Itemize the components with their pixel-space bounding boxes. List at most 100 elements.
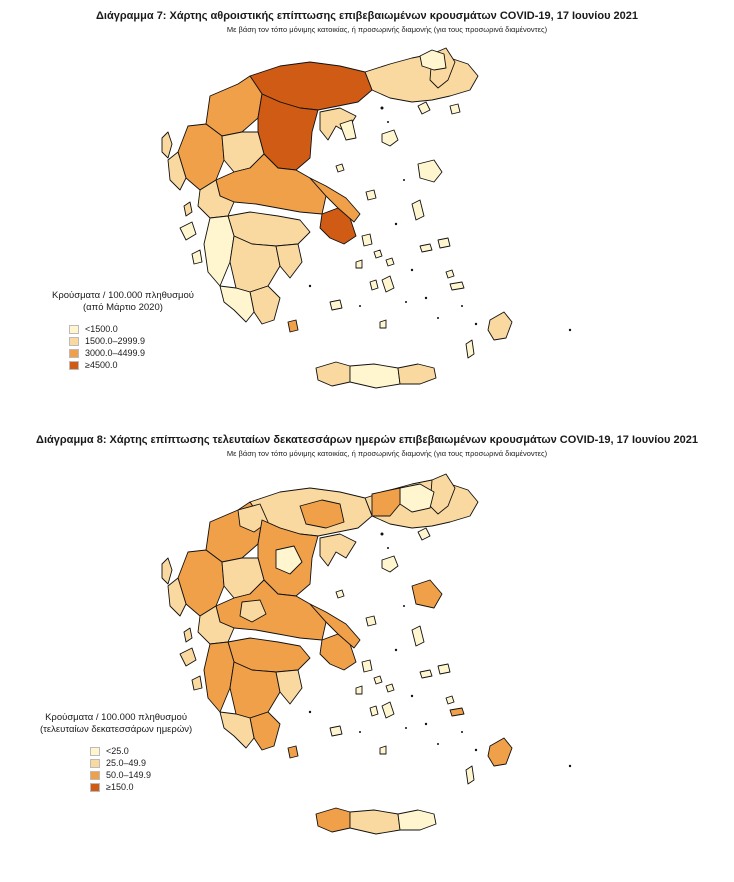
- island-syros: [355, 685, 363, 695]
- island-lesvos: [417, 159, 443, 183]
- legend-swatch: [69, 336, 79, 346]
- island-paros: [369, 705, 379, 717]
- figure-subtitle: Με βάση τον τόπο μόνιμης κατοικίας, ή πρ…: [226, 25, 548, 34]
- legend-title-line2: (από Μάρτιο 2020): [83, 302, 163, 313]
- legend-label: ≥4500.0: [85, 360, 118, 370]
- island-mykonos: [385, 257, 395, 267]
- island-karpathos: [465, 765, 475, 785]
- region-epirus-coast: [167, 577, 187, 617]
- island-samothraki: [449, 103, 461, 115]
- region-laconia: [249, 711, 281, 751]
- island-rhodes: [487, 737, 513, 767]
- legend-item: <1500.0: [69, 323, 194, 335]
- legend: Κρούσματα / 100.000 πληθυσμού (τελευταίω…: [40, 712, 192, 793]
- island-mykonos: [385, 683, 395, 693]
- island-crete-east: [397, 809, 437, 831]
- legend-item: ≥4500.0: [69, 359, 194, 371]
- island-kos: [449, 707, 465, 717]
- legend-swatch: [69, 324, 79, 334]
- legend-label: 1500.0–2999.9: [85, 336, 146, 346]
- legend-swatch: [90, 770, 100, 780]
- island-limnos: [381, 129, 399, 147]
- island-naxos: [381, 275, 395, 293]
- island-kefalonia: [179, 647, 197, 667]
- region-messinia: [219, 285, 255, 323]
- island-tinos: [373, 249, 383, 259]
- island-milos: [329, 299, 343, 311]
- region-aetolia: [197, 179, 235, 219]
- island-rhodes: [487, 311, 513, 341]
- island-ikaria: [419, 243, 433, 253]
- island-kythira: [287, 319, 299, 333]
- island-skiathos: [335, 163, 345, 173]
- island-ikaria: [419, 669, 433, 679]
- region-northeast-tip: [419, 49, 447, 71]
- island-andros: [361, 659, 373, 673]
- region-phocis: [239, 599, 267, 623]
- island-limnos: [381, 555, 399, 573]
- region-west-macedonia: [205, 75, 263, 137]
- island-chios: [411, 199, 425, 221]
- region-laconia: [249, 285, 281, 325]
- island-karpathos: [465, 339, 475, 359]
- legend-item: 50.0–149.9: [90, 769, 192, 781]
- legend-items: <25.0 25.0–49.9 50.0–149.9 ≥150.0: [40, 745, 192, 793]
- legend-swatch: [69, 348, 79, 358]
- island-crete-east: [397, 363, 437, 385]
- region-argolida: [275, 243, 303, 279]
- region-chalkidiki-prong: [339, 119, 357, 141]
- island-tinos: [373, 675, 383, 685]
- island-milos: [329, 725, 343, 737]
- legend-item: 1500.0–2999.9: [69, 335, 194, 347]
- legend-item: 3000.0–4499.9: [69, 347, 194, 359]
- region-peloponnese-west: [203, 215, 235, 287]
- legend-swatch: [90, 758, 100, 768]
- region-argolida: [275, 669, 303, 705]
- island-skyros: [365, 615, 377, 627]
- island-skyros: [365, 189, 377, 201]
- legend-label: ≥150.0: [106, 782, 134, 792]
- island-zakynthos: [191, 675, 203, 691]
- legend-label: 50.0–149.9: [106, 770, 152, 780]
- island-santorini: [379, 319, 387, 329]
- legend-label: <1500.0: [85, 324, 118, 334]
- island-lefkada: [183, 627, 193, 643]
- legend-item: <25.0: [90, 745, 192, 757]
- island-lesvos: [411, 579, 443, 609]
- legend-label: <25.0: [106, 746, 129, 756]
- region-chalkidiki: [319, 533, 357, 567]
- region-evia: [309, 177, 361, 223]
- island-kos: [449, 281, 465, 291]
- island-santorini: [379, 745, 387, 755]
- island-zakynthos: [191, 249, 203, 265]
- island-andros: [361, 233, 373, 247]
- legend-title: Κρούσματα / 100.000 πληθυσμού (τελευταίω…: [40, 712, 192, 736]
- region-messinia: [219, 711, 255, 749]
- legend-item: 25.0–49.9: [90, 757, 192, 769]
- island-syros: [355, 259, 363, 269]
- island-paros: [369, 279, 379, 291]
- region-thessaly: [257, 93, 319, 171]
- fourteen-day-incidence-figure: Διάγραμμα 8: Χάρτης επίπτωσης τελευταίων…: [0, 428, 734, 868]
- legend-swatch: [90, 782, 100, 792]
- island-crete-west: [315, 807, 351, 833]
- greece-choropleth-map-cumulative: [161, 47, 572, 389]
- island-crete-center: [349, 363, 401, 389]
- island-thasos: [417, 527, 431, 541]
- figure-title: Διάγραμμα 7: Χάρτης αθροιστικής επίπτωση…: [96, 10, 638, 22]
- region-aetolia: [197, 605, 235, 645]
- region-peloponnese-west: [203, 641, 235, 713]
- island-samos: [437, 237, 451, 249]
- figure-title: Διάγραμμα 8: Χάρτης επίπτωσης τελευταίων…: [36, 434, 698, 446]
- region-thessaloniki: [299, 499, 345, 529]
- legend-item: ≥150.0: [90, 781, 192, 793]
- island-chios: [411, 625, 425, 647]
- island-skiathos: [335, 589, 345, 599]
- island-corfu: [161, 131, 173, 159]
- island-kefalonia: [179, 221, 197, 241]
- figure-subtitle: Με βάση τον τόπο μόνιμης κατοικίας, ή πρ…: [226, 449, 548, 458]
- legend-title-line1: Κρούσματα / 100.000 πληθυσμού: [52, 290, 194, 301]
- island-corfu: [161, 557, 173, 585]
- legend-title-line2: (τελευταίων δεκατεσσάρων ημερών): [40, 724, 193, 735]
- legend-title-line1: Κρούσματα / 100.000 πληθυσμού: [45, 712, 188, 723]
